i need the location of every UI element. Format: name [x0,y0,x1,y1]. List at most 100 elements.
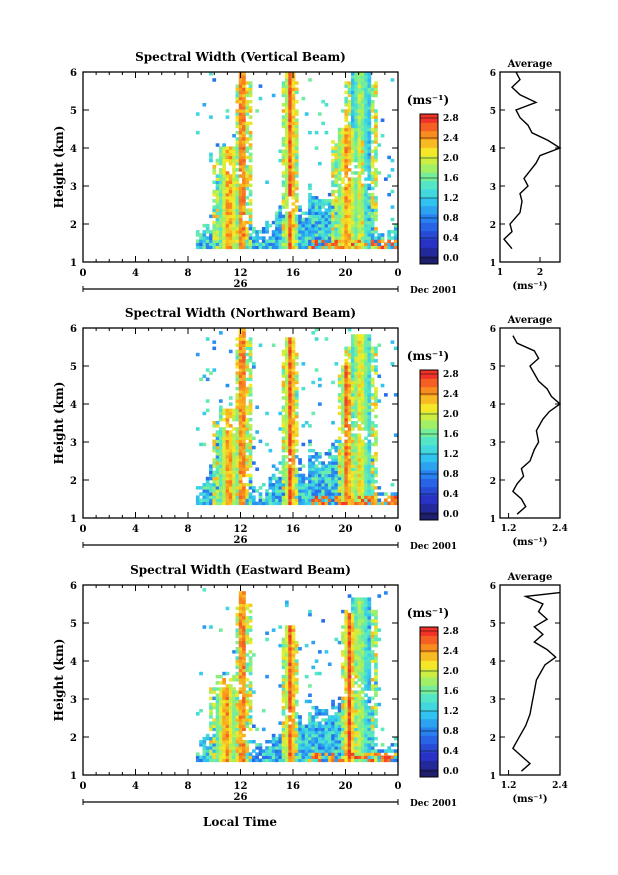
heatmap-cell [248,214,253,219]
heatmap-cell [294,483,299,487]
heatmap-cell [357,631,362,635]
heatmap-cell [248,121,253,126]
heatmap-cell [367,470,372,475]
heatmap-cell [235,239,240,243]
heatmap-cell [354,665,358,670]
heatmap-cell [232,171,236,175]
heatmap-cell [294,715,299,719]
heatmap-cell [321,736,325,741]
heatmap-cell [212,458,217,462]
heatmap-cell [222,223,226,228]
heatmap-cell [215,712,220,716]
heatmap-cell [360,736,365,741]
heatmap-cell [354,227,358,231]
heatmap-cell [334,146,339,150]
heatmap-cell [242,486,246,490]
heatmap-cell [321,217,325,222]
heatmap-cell [228,448,233,453]
heatmap-cell [311,495,316,499]
heatmap-cell [242,171,246,175]
heatmap-cell [298,495,302,499]
heatmap-cell [347,137,352,141]
heatmap-cell [278,501,283,506]
heatmap-cell [298,479,302,484]
heatmap-cell [212,752,217,756]
heatmap-cell [321,211,325,215]
heatmap-cell [357,640,362,645]
heatmap-cells [195,328,398,506]
heatmap-cell [360,368,365,372]
heatmap-cell [314,479,319,484]
heatmap-cell [278,476,283,481]
heatmap-cell [235,359,240,363]
heatmap-cell [298,492,302,496]
heatmap-cell [347,109,352,113]
heatmap-cell [225,149,230,153]
heatmap-cell [354,467,358,471]
heatmap-cell [285,455,289,459]
heatmap-cell [347,430,352,434]
heatmap-cell [285,137,289,141]
heatmap-cell [222,467,226,471]
heatmap-cell [238,594,243,598]
heatmap-cell [252,227,256,231]
heatmap-cell [235,112,240,116]
heatmap-cell [301,486,306,490]
heatmap-cell [374,414,378,419]
heatmap-cell [288,405,292,409]
heatmap-cell [314,242,319,246]
heatmap-cell [347,656,352,660]
heatmap-cell [341,455,345,459]
heatmap-cell [337,464,342,468]
heatmap-cell [367,183,372,188]
heatmap-cell [228,227,233,231]
heatmap-cell [242,678,246,682]
heatmap-cell [344,458,349,462]
heatmap-cell [354,715,358,719]
heatmap-cell [225,461,230,465]
heatmap-cell [212,755,217,759]
heatmap-cell [351,427,355,431]
heatmap-cell [238,149,243,153]
heatmap-cell [285,174,289,178]
heatmap-cell [360,448,365,453]
heatmap-cell [258,743,263,747]
heatmap-cell [327,758,332,763]
heatmap-cell [331,755,335,759]
heatmap-cell [238,705,243,710]
heatmap-cell [219,455,223,459]
heatmap-cell [370,640,375,645]
heatmap-cell [311,205,316,209]
heatmap-cell [374,671,378,676]
heatmap-cell [354,653,358,657]
heatmap-cell [219,242,223,246]
average-y-tick-label: 6 [490,325,496,335]
heatmap-cell [195,486,200,490]
heatmap-cell [285,740,289,744]
heatmap-cell [205,492,210,496]
heatmap-cell [308,242,312,246]
heatmap-cell [275,476,279,481]
heatmap-cell [278,498,283,502]
heatmap-cell [393,501,398,506]
heatmap-cell [331,470,335,475]
heatmap-cell [354,214,358,219]
heatmap-cell [337,758,342,763]
heatmap-cell [202,752,207,756]
heatmap-cell [374,158,378,163]
heatmap-cell [285,155,289,160]
heatmap-cell [308,693,312,697]
heatmap-cell [341,149,345,153]
heatmap-cell [341,448,345,453]
heatmap-cell [222,411,226,416]
heatmap-cell [357,625,362,629]
heatmap-cell [327,227,332,231]
heatmap-cell [304,492,309,496]
heatmap-cell [374,684,378,688]
heatmap-cell [314,208,319,212]
heatmap-cell [357,616,362,620]
heatmap-cell [367,155,372,160]
heatmap-cell [248,461,253,465]
heatmap-cell [238,152,243,157]
heatmap-cell [225,486,230,490]
